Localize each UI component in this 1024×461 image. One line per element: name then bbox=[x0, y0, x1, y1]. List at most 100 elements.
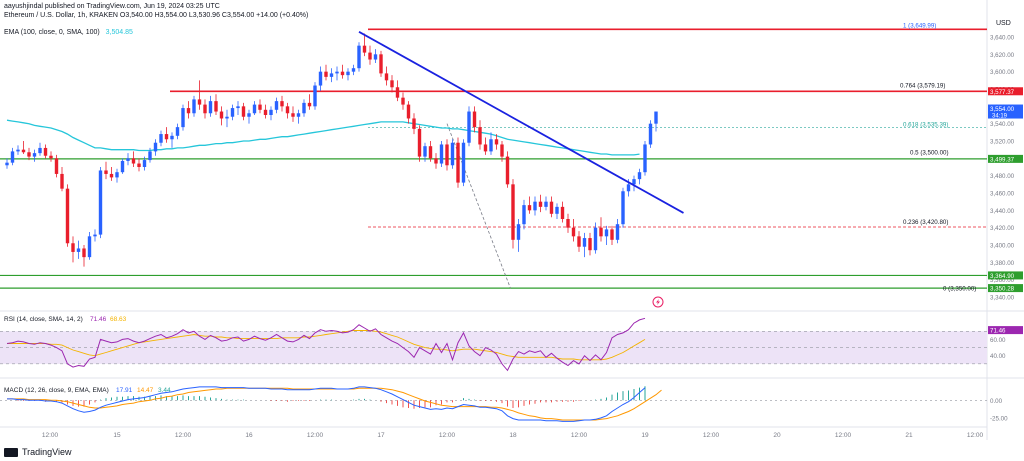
candle-body bbox=[120, 160, 125, 173]
footer-brand-label: TradingView bbox=[22, 447, 72, 457]
candle-body bbox=[456, 142, 460, 183]
candle-body bbox=[126, 158, 130, 161]
y-tick-label: 3,480.00 bbox=[990, 173, 1015, 180]
rsi-value-badge-bg bbox=[988, 326, 1023, 335]
footer-brand: TradingView bbox=[4, 447, 72, 457]
candle-body bbox=[296, 113, 301, 117]
candle-body bbox=[164, 134, 169, 140]
support-a-badge-bg bbox=[988, 154, 1023, 163]
y-tick-label: 3,360.00 bbox=[990, 277, 1015, 284]
candle-body bbox=[648, 123, 653, 145]
candle-body bbox=[588, 238, 592, 251]
candle-body bbox=[483, 144, 488, 152]
resistance-price-badge-bg bbox=[988, 87, 1023, 96]
candle-body bbox=[241, 106, 246, 117]
ema-legend-value: 3,504.85 bbox=[105, 29, 133, 36]
candle-body bbox=[181, 108, 185, 128]
last-price-countdown: 34:19 bbox=[992, 114, 1008, 120]
candle-body bbox=[87, 236, 92, 258]
candle-body bbox=[467, 111, 471, 143]
y-tick-label: 3,380.00 bbox=[990, 260, 1015, 267]
candle-body bbox=[93, 234, 97, 237]
candle-body bbox=[368, 52, 372, 60]
x-tick-label: 20 bbox=[773, 432, 781, 439]
y-tick-label: 3,640.00 bbox=[990, 35, 1015, 42]
candle-body bbox=[131, 158, 136, 164]
candle-body bbox=[324, 71, 328, 77]
candle-body bbox=[280, 101, 284, 107]
x-tick-label: 12:00 bbox=[835, 432, 852, 439]
candle-body bbox=[340, 71, 345, 76]
candle-body bbox=[175, 127, 180, 136]
candle-body bbox=[461, 142, 466, 183]
candle-body bbox=[219, 111, 224, 119]
macd-legend-value: 17.91 bbox=[116, 387, 133, 394]
symbol-line: Ethereum / U.S. Dollar, 1h, KRAKEN O3,54… bbox=[4, 12, 309, 19]
candle-body bbox=[417, 128, 422, 157]
candle-body bbox=[71, 243, 75, 252]
candle-body bbox=[115, 172, 119, 178]
y-tick-label: 3,440.00 bbox=[990, 208, 1015, 215]
y-tick-label: 3,540.00 bbox=[990, 121, 1015, 128]
candle-body bbox=[148, 151, 152, 161]
candle-body bbox=[98, 170, 103, 235]
support-a-badge: 3,499.37 bbox=[990, 156, 1015, 163]
candle-body bbox=[412, 118, 416, 129]
macd-legend-signal: 14.47 bbox=[137, 387, 154, 394]
candle-body bbox=[637, 172, 642, 180]
candle-body bbox=[566, 219, 570, 228]
tradingview-logo-icon bbox=[4, 447, 18, 457]
x-tick-label: 12:00 bbox=[42, 432, 59, 439]
x-tick-label: 12:00 bbox=[703, 432, 720, 439]
candle-body bbox=[571, 227, 576, 237]
candle-body bbox=[252, 104, 257, 114]
candle-body bbox=[153, 142, 158, 152]
bearish-trend-line bbox=[358, 31, 684, 214]
x-tick-label: 12:00 bbox=[571, 432, 588, 439]
candle-body bbox=[511, 184, 515, 240]
candle-body bbox=[434, 158, 438, 164]
candle-body bbox=[500, 144, 504, 157]
candle-body bbox=[395, 87, 400, 98]
candle-body bbox=[27, 152, 31, 157]
resistance-price-badge: 3,577.37 bbox=[990, 89, 1015, 96]
candle-body bbox=[362, 45, 367, 53]
candle-body bbox=[38, 147, 42, 154]
rsi-legend-ma: 68.63 bbox=[110, 316, 127, 323]
candle-body bbox=[494, 139, 499, 145]
candle-body bbox=[626, 184, 631, 192]
author-line: aayushjindal published on TradingView.co… bbox=[4, 3, 220, 10]
candle-body bbox=[263, 109, 268, 115]
last-price-badge-bg bbox=[988, 104, 1023, 119]
last-price-badge: 3,554.00 bbox=[990, 106, 1015, 113]
x-tick-label: 15 bbox=[113, 432, 121, 439]
support-c-badge-bg bbox=[988, 284, 1023, 293]
candle-body bbox=[170, 135, 174, 140]
support-b-badge: 3,364.90 bbox=[990, 273, 1015, 280]
candle-body bbox=[285, 106, 290, 114]
y-tick-label: 3,520.00 bbox=[990, 139, 1015, 146]
macd-line bbox=[7, 386, 646, 422]
candle-body bbox=[76, 248, 81, 252]
candle-body bbox=[197, 99, 202, 105]
fib-label-1: 1 (3,649.99) bbox=[903, 22, 936, 29]
ema-legend: EMA (100, close, 0, SMA, 100) 3,504.85 bbox=[4, 29, 133, 36]
candle-body bbox=[445, 144, 449, 166]
candle-body bbox=[137, 163, 141, 167]
candle-body bbox=[555, 206, 559, 214]
x-tick-label: 18 bbox=[509, 432, 517, 439]
candle-body bbox=[225, 116, 229, 119]
candle-body bbox=[505, 156, 510, 185]
fib-label-0764: 0.764 (3,579.19) bbox=[900, 83, 945, 90]
candle-body bbox=[549, 201, 554, 214]
rsi-value-badge: 71.46 bbox=[990, 328, 1006, 335]
y-tick-label: 3,600.00 bbox=[990, 69, 1015, 76]
x-tick-label: 19 bbox=[641, 432, 649, 439]
candle-body bbox=[406, 104, 411, 119]
candle-body bbox=[450, 142, 455, 166]
candle-body bbox=[351, 68, 356, 72]
rsi-legend-value: 71.46 bbox=[90, 316, 107, 323]
candle-body bbox=[32, 153, 37, 157]
y-tick-label: 3,420.00 bbox=[990, 225, 1015, 232]
